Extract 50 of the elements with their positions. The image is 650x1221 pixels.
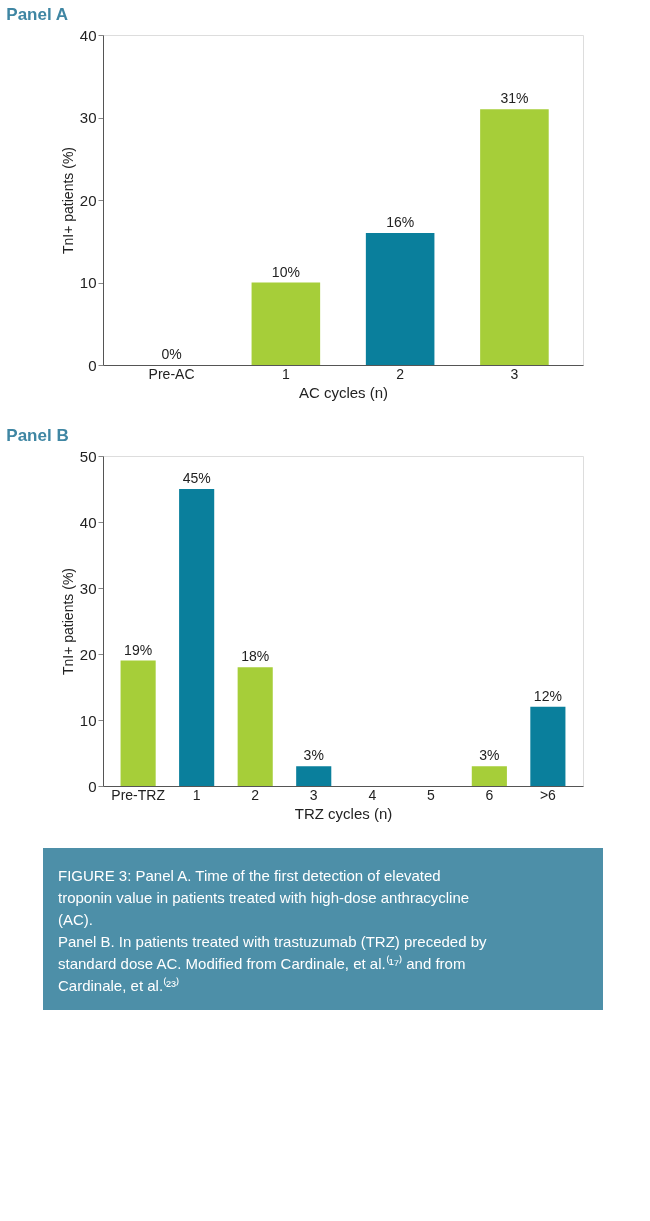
data-label: 10% bbox=[271, 263, 300, 280]
bar bbox=[296, 766, 332, 786]
data-label: 31% bbox=[500, 90, 529, 107]
data-label: 3% bbox=[303, 747, 324, 764]
caption: FIGURE 3: Panel A. Time of the first detection of elevated troponin value in patients treated with high-dose anthracycline (AC). bbox=[58, 867, 470, 928]
x-tick-label: 3 bbox=[309, 786, 318, 803]
y-tick-label: 0 bbox=[88, 777, 97, 795]
x-tick-label: 2 bbox=[396, 365, 405, 382]
y-tick-label: 20 bbox=[79, 191, 97, 209]
data-label: 19% bbox=[124, 641, 153, 658]
x-axis-title: TRZ cycles (n) bbox=[294, 804, 393, 822]
text: Panel B. In patients treated with trastuzumab (TRZ) preceded by standard dose AC. Modified from Cardinale, et al.⁽¹⁷⁾ and from Cardinale, et al.⁽²³⁾ bbox=[58, 933, 488, 994]
bar bbox=[471, 766, 507, 786]
data-label: 45% bbox=[182, 470, 211, 486]
y-tick-label: 50 bbox=[79, 447, 97, 465]
x-tick-label: Pre-AC bbox=[148, 365, 195, 382]
data-label: 16% bbox=[386, 214, 415, 230]
x-tick-label: 4 bbox=[368, 786, 377, 803]
bar bbox=[179, 489, 215, 786]
y-tick-label: 40 bbox=[79, 513, 97, 531]
chart-title: Panel B bbox=[6, 426, 69, 445]
y-tick-label: 40 bbox=[79, 26, 97, 44]
y-tick-label: 10 bbox=[79, 711, 97, 729]
x-tick-label: 3 bbox=[510, 365, 519, 382]
x-tick-label: 5 bbox=[426, 786, 435, 803]
bar bbox=[365, 233, 435, 365]
x-tick-label: 1 bbox=[192, 786, 201, 803]
x-tick-label: >6 bbox=[539, 786, 557, 803]
bar bbox=[480, 109, 549, 365]
x-tick-label: Pre-TRZ bbox=[111, 786, 166, 803]
y-tick-label: 30 bbox=[79, 579, 97, 597]
bar bbox=[530, 706, 566, 786]
y-tick-label: 30 bbox=[79, 109, 97, 126]
y-axis-title: TnI+ patients (%) bbox=[59, 568, 76, 675]
bar bbox=[120, 660, 156, 786]
data-label: 12% bbox=[533, 687, 562, 704]
bar bbox=[251, 282, 321, 365]
x-tick-label: 1 bbox=[281, 365, 290, 382]
bar bbox=[237, 667, 273, 786]
y-tick-label: 0 bbox=[88, 356, 97, 374]
y-tick-label: 10 bbox=[79, 274, 97, 291]
data-label: 0% bbox=[161, 346, 182, 362]
data-label: 3% bbox=[479, 747, 500, 764]
y-tick-label: 20 bbox=[79, 645, 97, 663]
x-tick-label: 2 bbox=[251, 786, 260, 803]
data-label: 18% bbox=[241, 648, 270, 665]
chart-title: Panel A bbox=[6, 5, 69, 24]
x-tick-label: 6 bbox=[485, 786, 494, 803]
x-axis-title: AC cycles (n) bbox=[298, 383, 389, 401]
y-axis-title: TnI+ patients (%) bbox=[59, 147, 76, 254]
